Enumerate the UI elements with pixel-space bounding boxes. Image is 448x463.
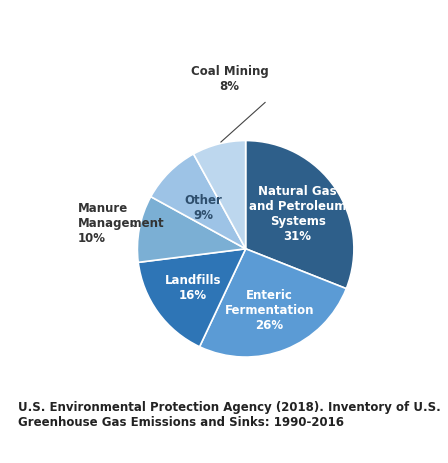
Text: Other
9%: Other 9%: [185, 193, 223, 221]
Text: Coal Mining
8%: Coal Mining 8%: [190, 65, 268, 93]
Text: Manure
Management
10%: Manure Management 10%: [78, 202, 164, 244]
Text: Landfills
16%: Landfills 16%: [165, 273, 221, 301]
Wedge shape: [138, 197, 246, 263]
Text: Natural Gas
and Petroleum
Systems
31%: Natural Gas and Petroleum Systems 31%: [249, 185, 346, 243]
Text: 2016 U.S. Methane Emissions, By Source: 2016 U.S. Methane Emissions, By Source: [9, 22, 439, 41]
Wedge shape: [151, 155, 246, 249]
Wedge shape: [246, 141, 354, 289]
Wedge shape: [194, 141, 246, 249]
Text: U.S. Environmental Protection Agency (2018). Inventory of U.S.
Greenhouse Gas Em: U.S. Environmental Protection Agency (20…: [18, 400, 441, 428]
Wedge shape: [199, 249, 346, 357]
Text: Enteric
Fermentation
26%: Enteric Fermentation 26%: [225, 288, 314, 331]
Wedge shape: [138, 249, 246, 347]
